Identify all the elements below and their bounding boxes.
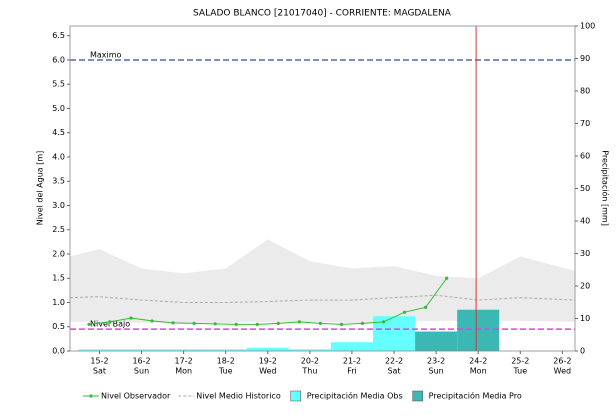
x-weekday-label: Wed	[554, 367, 571, 376]
y2-axis-label: Precipitación [mm]	[601, 150, 611, 226]
series-point	[171, 321, 175, 325]
x-tick-label: 15-2	[90, 357, 108, 366]
series-point	[276, 321, 280, 325]
series-line	[69, 294, 576, 303]
x-weekday-label: Tue	[512, 367, 527, 376]
y2-tick-label: 70	[580, 119, 590, 128]
x-weekday-label: Sun	[429, 367, 444, 376]
x-weekday-label: Sun	[134, 367, 149, 376]
x-tick-label: 19-2	[259, 357, 277, 366]
y-tick-label: 3.0	[52, 201, 65, 210]
series-point	[213, 322, 217, 326]
precip-bar	[204, 349, 247, 351]
precip-bar	[373, 316, 416, 351]
y-tick-label: 5.0	[52, 104, 65, 113]
series-point	[318, 321, 322, 325]
series-point	[424, 305, 428, 309]
y-tick-label: 4.0	[52, 152, 65, 161]
y-axis-label: Nivel del Agua [m]	[36, 151, 45, 226]
y-tick-label: 4.5	[52, 128, 65, 137]
precip-bar	[120, 349, 163, 351]
series-point	[108, 320, 112, 324]
series-point	[339, 322, 344, 326]
y2-tick-label: 90	[580, 54, 590, 63]
series-point	[255, 322, 259, 326]
series-point	[445, 276, 449, 280]
precip-bar	[246, 347, 289, 351]
y2-tick-label: 30	[580, 249, 590, 258]
legend-swatch	[290, 390, 301, 402]
x-tick-label: 16-2	[132, 357, 150, 366]
series-point	[192, 321, 196, 325]
series-line	[88, 277, 448, 325]
x-tick-label: 22-2	[385, 357, 403, 366]
precip-bar	[330, 342, 373, 351]
series-point	[129, 316, 133, 320]
chart-title: SALADO BLANCO [21017040] - CORRIENTE: MA…	[193, 9, 452, 19]
y2-tick-label: 100	[580, 22, 595, 31]
y2-tick-label: 20	[580, 282, 590, 291]
precip-bar	[78, 349, 121, 351]
precip-bar	[288, 349, 331, 351]
legend-swatch	[412, 390, 423, 402]
legend-label: Nivel Observador	[101, 392, 171, 401]
series-point	[402, 310, 407, 314]
y2-tick-label: 80	[580, 87, 590, 96]
x-weekday-label: Sat	[387, 367, 400, 376]
y-tick-label: 5.5	[52, 80, 65, 89]
y-tick-label: 0.5	[52, 322, 65, 331]
precip-bar	[415, 331, 458, 351]
y-tick-label: 3.5	[52, 177, 65, 186]
y2-tick-label: 0	[580, 347, 585, 356]
y-tick-label: 2.0	[52, 249, 65, 258]
x-weekday-label: Mon	[470, 367, 487, 376]
precip-bar	[457, 309, 500, 351]
x-tick-label: 20-2	[301, 357, 319, 366]
x-tick-label: 21-2	[343, 357, 361, 366]
x-tick-label: 17-2	[175, 357, 193, 366]
precip-bar	[162, 349, 205, 351]
x-weekday-label: Thu	[301, 367, 317, 376]
y-tick-label: 6.5	[52, 31, 65, 40]
y-tick-label: 1.5	[52, 274, 65, 283]
y-tick-label: 1.0	[52, 298, 65, 307]
y-tick-label: 0.0	[52, 347, 65, 356]
y2-tick-label: 50	[580, 184, 590, 193]
legend-label: Precipitación Media Obs	[307, 391, 403, 401]
reference-label: Maximo	[90, 50, 122, 59]
legend-label: Nivel Medio Historico	[196, 392, 281, 401]
x-weekday-label: Fri	[347, 367, 357, 376]
x-weekday-label: Wed	[259, 367, 276, 376]
series-point	[381, 320, 386, 324]
y2-tick-label: 10	[580, 314, 590, 323]
series-point	[297, 320, 301, 324]
legend-dot	[89, 394, 93, 398]
series-point	[87, 322, 91, 326]
legend-label: Precipitación Media Pro	[429, 391, 522, 401]
y2-tick-label: 60	[580, 152, 590, 161]
series-point	[360, 321, 365, 325]
series-point	[150, 319, 154, 323]
x-tick-label: 24-2	[469, 357, 487, 366]
x-weekday-label: Sat	[93, 367, 106, 376]
y-tick-label: 2.5	[52, 225, 65, 234]
y-tick-label: 6.0	[52, 55, 65, 64]
x-tick-label: 25-2	[511, 357, 529, 366]
reference-label: Nivel Bajo	[90, 320, 130, 329]
x-tick-label: 18-2	[217, 357, 235, 366]
y2-tick-label: 40	[580, 217, 590, 226]
x-tick-label: 23-2	[427, 357, 445, 366]
x-weekday-label: Tue	[218, 367, 233, 376]
series-point	[234, 322, 238, 326]
x-tick-label: 26-2	[553, 357, 571, 366]
x-weekday-label: Mon	[175, 367, 192, 376]
